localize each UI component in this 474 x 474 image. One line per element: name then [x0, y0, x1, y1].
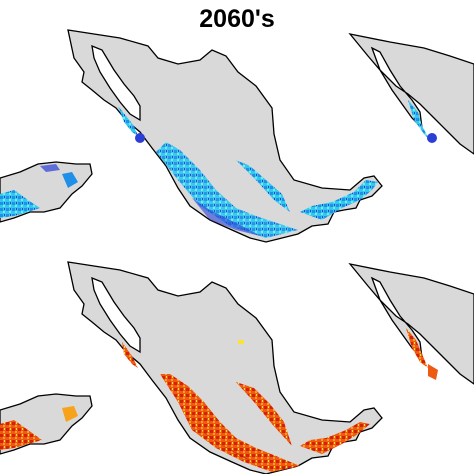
bottom-right-partial-map [349, 263, 474, 385]
map-title: 2060's [199, 5, 275, 33]
top-center-map [67, 29, 383, 243]
top-right-partial-map [349, 33, 474, 155]
suitability-overlay-cool [118, 106, 378, 238]
suitability-overlay-warm [122, 340, 370, 472]
top-left-partial-map [0, 161, 93, 223]
bottom-center-map [67, 261, 383, 474]
bottom-left-partial-map [0, 393, 93, 455]
